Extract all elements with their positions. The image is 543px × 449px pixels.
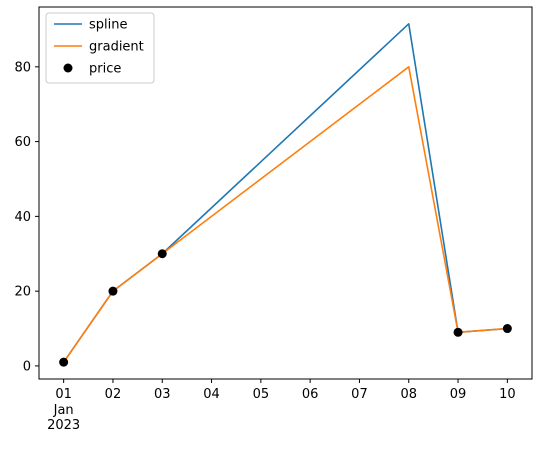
legend-swatch-price — [63, 63, 73, 73]
x-tick-label: 02 — [105, 387, 122, 402]
y-tick-label: 80 — [14, 60, 31, 75]
y-tick-label: 0 — [23, 359, 31, 374]
x-tick-label: 10 — [499, 387, 516, 402]
x-tick-label: 01 — [55, 387, 72, 402]
price-point — [108, 286, 118, 296]
x-tick-sublabel: Jan — [53, 403, 74, 418]
x-tick-label: 05 — [253, 387, 270, 402]
legend-frame — [45, 12, 155, 84]
x-tick-sublabel: 2023 — [47, 418, 80, 433]
x-tick-label: 03 — [154, 387, 171, 402]
price-point — [59, 357, 69, 367]
plot-area-frame — [38, 6, 533, 380]
price-point — [157, 249, 167, 259]
legend: spline gradient price — [45, 12, 155, 84]
price-point — [453, 327, 463, 337]
x-tick-label: 06 — [302, 387, 319, 402]
x-tick-label: 04 — [203, 387, 220, 402]
x-tick-label: 09 — [450, 387, 467, 402]
series-line-gradient — [62, 66, 508, 363]
legend-label-price: price — [89, 62, 121, 77]
legend-label-spline: spline — [89, 18, 128, 33]
legend-label-gradient: gradient — [89, 40, 144, 55]
x-tick-label: 08 — [400, 387, 417, 402]
y-tick-label: 20 — [14, 285, 31, 300]
price-point — [502, 324, 512, 334]
y-tick-label: 60 — [14, 135, 31, 150]
x-tick-label: 07 — [351, 387, 368, 402]
y-tick-label: 40 — [14, 210, 31, 225]
